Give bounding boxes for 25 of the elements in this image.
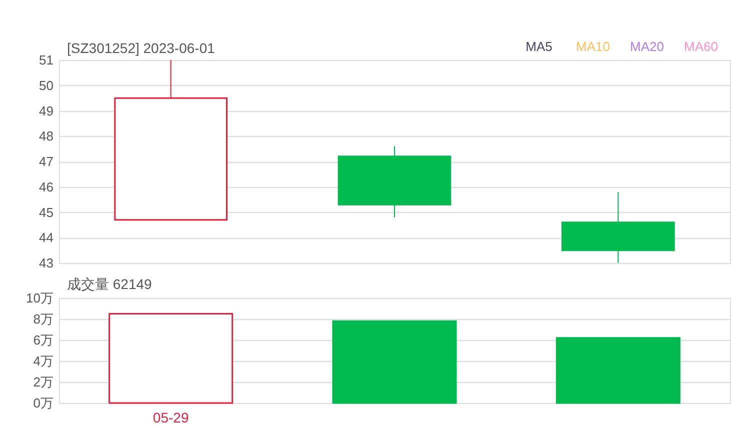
y-tick-label: 51 [39, 52, 54, 68]
y-tick-label: 4万 [33, 354, 54, 368]
y-tick-label: 10万 [26, 290, 54, 306]
x-tick-label: 05-29 [152, 410, 189, 426]
y-tick-label: 45 [39, 204, 54, 220]
bar [108, 313, 234, 404]
bar [556, 337, 680, 404]
y-tick-label: 46 [39, 179, 54, 194]
y-tick-label: 2万 [33, 374, 54, 390]
y-tick-label: 50 [39, 78, 54, 93]
bar [332, 320, 457, 404]
y-tick-label: 49 [39, 103, 54, 118]
y-tick-label: 0万 [33, 396, 54, 410]
legend-label: MA10 [576, 39, 610, 54]
y-tick-label: 43 [39, 256, 54, 270]
y-tick-label: 8万 [33, 312, 54, 326]
y-tick-label: 6万 [33, 332, 54, 348]
y-tick-label: 47 [39, 154, 54, 169]
chart-title: [SZ301252] 2023-06-01 [67, 40, 216, 56]
legend-label: MA60 [684, 39, 718, 54]
chart-title: 成交量 62149 [67, 276, 152, 292]
y-tick-label: 44 [39, 230, 54, 246]
y-tick-label: 48 [39, 128, 54, 144]
legend-label: MA5 [526, 39, 552, 54]
legend-label: MA20 [630, 39, 664, 54]
